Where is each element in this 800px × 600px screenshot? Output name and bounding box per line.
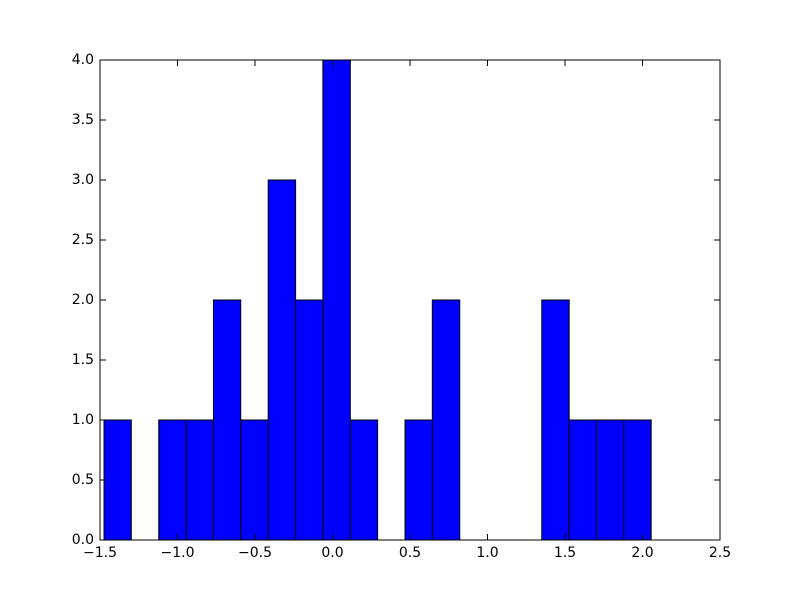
y-tick-label: 4.0 (72, 52, 94, 68)
bar (541, 299, 570, 541)
bar (623, 419, 652, 541)
bar (349, 419, 379, 541)
bar (322, 59, 351, 541)
bar (267, 179, 297, 541)
y-tick-label: 1.0 (72, 412, 94, 428)
bar (185, 419, 214, 541)
x-tick-label: 0.0 (321, 545, 343, 561)
y-tick-label: 1.5 (72, 352, 94, 368)
y-tick-label: 3.0 (72, 172, 94, 188)
y-tick-label: 0.0 (72, 532, 94, 548)
bar (212, 299, 242, 541)
y-tick-label: 3.5 (72, 112, 94, 128)
bar (404, 419, 433, 541)
bar (568, 419, 597, 541)
y-tick-label: 2.5 (72, 232, 94, 248)
bar (431, 299, 461, 541)
bar (295, 299, 324, 541)
bar (595, 419, 625, 541)
x-tick-label: −1.0 (161, 545, 195, 561)
bar (103, 419, 132, 541)
bar (240, 419, 269, 541)
x-tick-label: 1.0 (476, 545, 498, 561)
x-tick-label: −0.5 (238, 545, 272, 561)
y-tick-label: 2.0 (72, 292, 94, 308)
x-tick-label: −1.5 (83, 545, 117, 561)
y-tick-label: 0.5 (72, 472, 94, 488)
bar (158, 419, 187, 541)
x-tick-label: 1.5 (554, 545, 576, 561)
x-tick-label: 0.5 (399, 545, 421, 561)
x-tick-label: 2.5 (709, 545, 731, 561)
x-tick-label: 2.0 (631, 545, 653, 561)
